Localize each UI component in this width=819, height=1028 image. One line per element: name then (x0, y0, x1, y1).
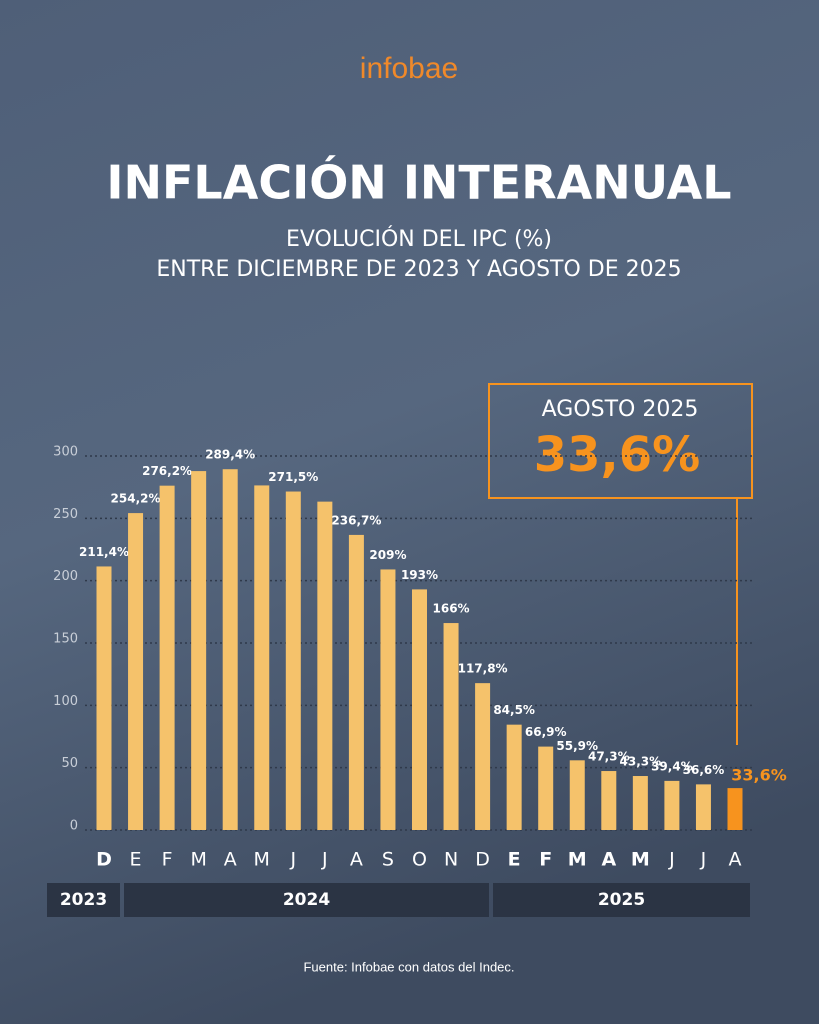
x-tick-label: A (224, 849, 237, 871)
year-label: 2023 (60, 890, 107, 910)
callout-value: 33,6% (534, 427, 701, 483)
y-tick-label: 150 (53, 632, 78, 647)
bar (96, 566, 112, 830)
x-tick-label: A (729, 849, 742, 871)
bar (632, 776, 648, 830)
value-label: 276,2% (142, 464, 192, 478)
y-tick-label: 0 (70, 819, 78, 834)
bar (601, 771, 617, 830)
y-tick-label: 250 (53, 507, 78, 522)
x-tick-label: J (700, 849, 707, 871)
x-tick-label: O (412, 849, 427, 871)
value-label: 47,3% (588, 750, 630, 764)
bar (128, 513, 144, 830)
value-label: 117,8% (458, 662, 508, 676)
brand-logo: infobae (360, 52, 458, 85)
bar (348, 534, 364, 830)
chart-title: INFLACIÓN INTERANUAL (106, 156, 731, 210)
x-tick-label: F (539, 849, 552, 871)
y-tick-label: 200 (53, 569, 78, 584)
value-label: 36,6% (683, 763, 725, 777)
x-tick-label: A (350, 849, 363, 871)
value-label: 39,4% (651, 759, 693, 773)
value-label: 271,5% (268, 470, 318, 484)
x-tick-label: J (289, 849, 296, 871)
bar (254, 485, 270, 830)
bar (443, 623, 459, 830)
year-band (493, 883, 750, 917)
y-tick-label: 100 (53, 694, 78, 709)
x-tick-label: J (668, 849, 675, 871)
bar (159, 485, 175, 830)
footer: Fuente: Infobae con datos del Indec. (303, 959, 514, 974)
bar (506, 724, 522, 830)
bar (695, 784, 711, 830)
bar (664, 780, 680, 830)
bar (285, 491, 301, 830)
value-label: 43,3% (620, 755, 662, 769)
bar (317, 501, 333, 830)
callout-box (488, 383, 753, 499)
value-label: 193% (401, 568, 438, 582)
value-label: 236,7% (331, 513, 381, 527)
y-tick-label: 300 (53, 445, 78, 460)
y-tick-label: 50 (61, 756, 78, 771)
x-tick-label: M (190, 849, 206, 871)
subtitle: EVOLUCIÓN DEL IPC (%) (286, 226, 552, 252)
x-tick-label: N (444, 849, 458, 871)
value-label: 166% (433, 602, 470, 616)
x-tick-label: M (254, 849, 270, 871)
x-tick-label: M (631, 849, 650, 871)
value-label: 55,9% (556, 739, 598, 753)
bar (222, 469, 238, 830)
value-label: 33,6% (731, 766, 787, 785)
callout-label: AGOSTO 2025 (542, 397, 699, 422)
bar (727, 788, 743, 830)
x-tick-label: E (508, 849, 521, 871)
x-tick-label: S (382, 849, 394, 871)
year-band (47, 883, 120, 917)
bar (380, 569, 396, 830)
bar (538, 746, 554, 830)
value-label: 254,2% (111, 492, 161, 506)
year-label: 2025 (598, 890, 645, 910)
year-band (124, 883, 489, 917)
bar (569, 760, 585, 830)
bar (412, 589, 427, 830)
value-label: 209% (369, 548, 406, 562)
subtitle: ENTRE DICIEMBRE DE 2023 Y AGOSTO DE 2025 (156, 257, 681, 282)
value-label: 84,5% (493, 703, 535, 717)
x-tick-label: A (601, 849, 616, 871)
x-tick-label: M (568, 849, 587, 871)
value-label: 211,4% (79, 545, 129, 559)
x-tick-label: E (130, 849, 142, 871)
x-tick-label: D (475, 849, 490, 871)
value-label: 66,9% (525, 725, 567, 739)
bar (475, 683, 491, 830)
x-tick-label: J (321, 849, 328, 871)
x-tick-label: D (96, 849, 112, 871)
year-label: 2024 (283, 890, 330, 910)
bar (191, 471, 207, 830)
x-tick-label: F (162, 849, 173, 871)
value-label: 289,4% (205, 448, 255, 462)
